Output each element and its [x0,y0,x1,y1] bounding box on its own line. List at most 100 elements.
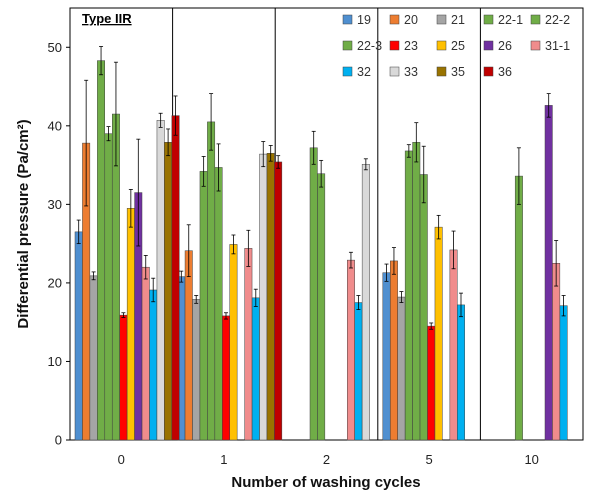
bar-33-2 [361,164,370,441]
legend-label: 21 [451,13,465,27]
bar-22-1-0 [97,60,105,441]
legend-label: 32 [357,65,371,79]
error-bar-20-1 [186,224,191,278]
legend-swatch [342,66,353,77]
error-bars [76,46,566,330]
legend-swatch [530,40,541,51]
bar-32-2 [354,302,363,441]
error-bar-22-2-2 [311,130,316,165]
error-bar-31-1-10 [554,240,559,287]
legend-label: 22-3 [357,39,382,53]
error-bar-25-0 [128,189,133,228]
bar-33-0 [156,120,165,441]
legend-swatch [342,14,353,25]
bar-26-10 [544,105,553,441]
bars [74,60,568,441]
panel-label: Type IIR [82,11,132,26]
bar-31-1-2 [347,259,355,441]
legend-swatch [389,66,400,77]
y-tick-label: 30 [48,197,62,212]
error-bar-19-0 [76,219,81,245]
y-tick-label: 40 [48,118,62,133]
bar-19-5 [382,272,391,441]
bar-23-1 [222,315,230,441]
bar-25-0 [126,208,135,441]
bar-31-1-10 [552,263,561,441]
error-bar-33-2 [363,158,368,171]
bar-22-2-2 [309,147,318,441]
legend-swatch [483,40,494,51]
error-bar-22-1-0 [99,46,104,76]
y-tick-label: 0 [55,433,62,448]
legend-item-25: 25 [436,39,465,53]
error-bar-35-1 [268,145,273,162]
legend-swatch [483,14,494,25]
error-bar-32-5 [459,292,463,318]
error-bar-32-0 [151,277,156,303]
x-tick-label: 0 [118,452,125,467]
legend-swatch [436,40,447,51]
error-bar-31-1-5 [451,230,456,270]
bar-31-1-0 [141,266,150,441]
bar-31-1-5 [449,249,458,441]
error-bar-19-5 [384,263,389,282]
legend-label: 35 [451,65,465,79]
bar-23-5 [427,325,436,441]
bar-32-0 [149,289,158,441]
x-tick-label: 1 [220,452,227,467]
bar-20-5 [390,260,398,441]
plot-frame [69,7,584,441]
legend-label: 33 [404,65,418,79]
error-bar-20-5 [391,247,396,275]
bar-31-1-1 [244,248,253,441]
x-axis: 0 1 2 5 10 [118,452,539,467]
error-bar-25-5 [436,214,441,240]
bar-22-3-2 [317,173,326,441]
error-bar-22-3-5 [421,145,426,204]
legend-item-22-1: 22-1 [483,13,523,27]
bar-33-1 [259,153,268,441]
bar-22-3-1 [214,167,223,441]
legend-item-22-3: 22-3 [342,39,382,53]
error-bar-21-1 [194,295,199,304]
error-bar-36-1 [276,155,281,169]
legend-item-20: 20 [389,13,418,27]
y-tick-label: 20 [48,275,62,290]
error-bar-20-0 [84,79,89,207]
legend-label: 25 [451,39,465,53]
bar-22-3-5 [419,174,428,441]
x-tick-label: 10 [524,452,538,467]
legend-label: 36 [498,65,512,79]
bar-25-5 [434,226,443,441]
bar-32-5 [457,304,465,441]
error-bar-33-1 [261,141,266,168]
legend-item-21: 21 [436,13,465,27]
legend-item-36: 36 [483,65,512,79]
error-bar-32-2 [356,295,361,311]
bar-20-1 [184,250,193,441]
legend-item-33: 33 [389,65,418,79]
error-bar-21-0 [91,271,96,281]
error-bar-19-1 [179,270,184,283]
error-bar-22-2-0 [106,126,111,142]
bar-22-1-1 [199,171,208,441]
error-bar-33-0 [158,112,163,128]
bar-32-10 [559,305,568,441]
error-bar-23-0 [121,312,126,318]
error-bar-22-2-1 [209,93,214,151]
error-bar-23-5 [429,322,434,330]
legend-item-26: 26 [483,39,512,53]
y-axis-title: Differential pressure (Pa/cm²) [15,119,32,328]
error-bar-26-0 [136,138,141,247]
bar-36-0 [171,115,180,441]
error-bar-23-1 [224,312,228,320]
legend-label: 20 [404,13,418,27]
bar-21-1 [192,299,201,441]
legend: 19 20 21 22-1 22-2 22-3 23 25 26 31-1 32 33 35 36 [342,13,570,79]
legend-swatch [436,66,447,77]
bar-32-1 [251,297,260,441]
error-bar-22-3-1 [216,143,221,192]
legend-item-23: 23 [389,39,418,53]
error-bar-25-1 [231,234,236,255]
